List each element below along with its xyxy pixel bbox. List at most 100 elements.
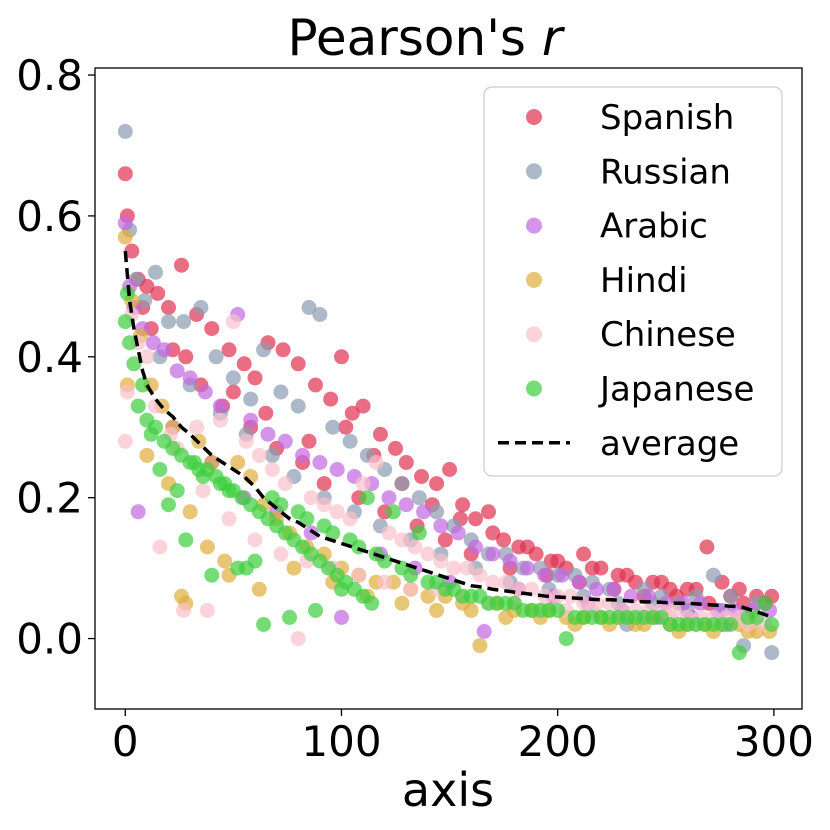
- point-chinese: [119, 384, 135, 400]
- point-chinese: [303, 490, 319, 506]
- point-japanese: [117, 314, 133, 330]
- point-hindi: [230, 455, 246, 470]
- point-chinese: [290, 631, 306, 647]
- point-spanish: [301, 433, 317, 449]
- point-japanese: [731, 645, 747, 661]
- x-tick-label: 100: [301, 717, 381, 766]
- point-hindi: [286, 560, 302, 576]
- point-chinese: [381, 525, 397, 541]
- point-japanese: [273, 497, 289, 513]
- point-chinese: [394, 532, 410, 548]
- point-chinese: [273, 546, 289, 562]
- point-spanish: [178, 349, 194, 365]
- point-spanish: [372, 426, 388, 442]
- point-spanish: [455, 497, 471, 513]
- point-japanese: [161, 497, 176, 513]
- point-russian: [148, 264, 163, 280]
- point-japanese: [764, 617, 780, 632]
- point-russian: [705, 567, 721, 583]
- point-japanese: [403, 567, 419, 583]
- point-japanese: [204, 567, 220, 583]
- point-arabic: [295, 447, 311, 463]
- point-spanish: [496, 532, 512, 548]
- legend-label-chinese: Chinese: [600, 315, 736, 355]
- point-chinese: [316, 497, 332, 513]
- legend-marker-hindi: [526, 271, 542, 288]
- point-japanese: [299, 511, 315, 527]
- point-russian: [342, 433, 358, 449]
- point-arabic: [156, 342, 172, 358]
- point-arabic: [416, 504, 432, 520]
- point-russian: [208, 349, 224, 365]
- point-arabic: [450, 525, 466, 541]
- x-axis-title: axis: [402, 763, 494, 817]
- x-axis: 0 100 200 300: [112, 709, 814, 766]
- point-spanish: [619, 567, 635, 583]
- point-russian: [176, 314, 192, 330]
- point-spanish: [576, 546, 592, 562]
- point-chinese: [247, 532, 263, 548]
- point-chinese: [199, 602, 215, 618]
- point-chinese: [403, 581, 419, 597]
- point-arabic: [130, 504, 146, 520]
- y-tick-label: 0.0: [16, 615, 83, 664]
- point-russian: [243, 391, 259, 407]
- point-japanese: [126, 356, 142, 372]
- point-spanish: [398, 455, 414, 470]
- point-chinese: [498, 574, 514, 590]
- point-arabic: [260, 426, 276, 442]
- point-spanish: [290, 356, 306, 372]
- legend-label-spanish: Spanish: [600, 98, 734, 138]
- plot-frame: [94, 67, 803, 710]
- point-russian: [193, 300, 209, 315]
- point-arabic: [303, 525, 319, 541]
- point-chinese: [377, 574, 393, 590]
- point-russian: [429, 504, 445, 520]
- point-spanish: [344, 405, 360, 421]
- point-arabic: [485, 546, 501, 562]
- point-chinese: [195, 483, 211, 499]
- point-spanish: [699, 539, 715, 555]
- x-tick-label: 0: [112, 717, 139, 766]
- point-spanish: [388, 440, 403, 456]
- point-russian: [301, 300, 317, 315]
- point-spanish: [550, 553, 566, 569]
- point-hindi: [463, 602, 479, 618]
- point-arabic: [554, 567, 570, 583]
- point-spanish: [204, 321, 220, 337]
- point-spanish: [414, 469, 429, 484]
- point-hindi: [498, 609, 514, 625]
- point-hindi: [472, 638, 488, 654]
- point-arabic: [182, 370, 198, 386]
- point-arabic: [381, 490, 397, 506]
- point-russian: [290, 398, 306, 414]
- point-arabic: [571, 574, 587, 590]
- point-japanese: [178, 532, 194, 548]
- point-japanese: [130, 398, 146, 414]
- point-chinese: [152, 539, 168, 555]
- point-hindi: [199, 539, 215, 555]
- point-arabic: [606, 581, 622, 597]
- point-chinese: [238, 433, 254, 449]
- point-russian: [256, 342, 272, 358]
- legend-label-hindi: Hindi: [600, 261, 688, 301]
- point-spanish: [174, 257, 189, 273]
- point-spanish: [519, 539, 535, 555]
- legend-label-average: average: [600, 424, 739, 464]
- point-arabic: [433, 518, 449, 534]
- point-spanish: [308, 377, 323, 393]
- point-arabic: [476, 624, 492, 639]
- point-spanish: [355, 398, 371, 414]
- point-chinese: [277, 476, 293, 492]
- point-japanese: [135, 377, 151, 393]
- point-chinese: [420, 546, 436, 562]
- point-spanish: [468, 511, 483, 527]
- average-line: [123, 250, 773, 620]
- point-arabic: [243, 412, 259, 428]
- average-line-layer: [123, 250, 773, 620]
- point-japanese: [757, 595, 773, 611]
- point-russian: [411, 490, 427, 506]
- point-spanish: [139, 278, 155, 294]
- point-hindi: [117, 229, 133, 245]
